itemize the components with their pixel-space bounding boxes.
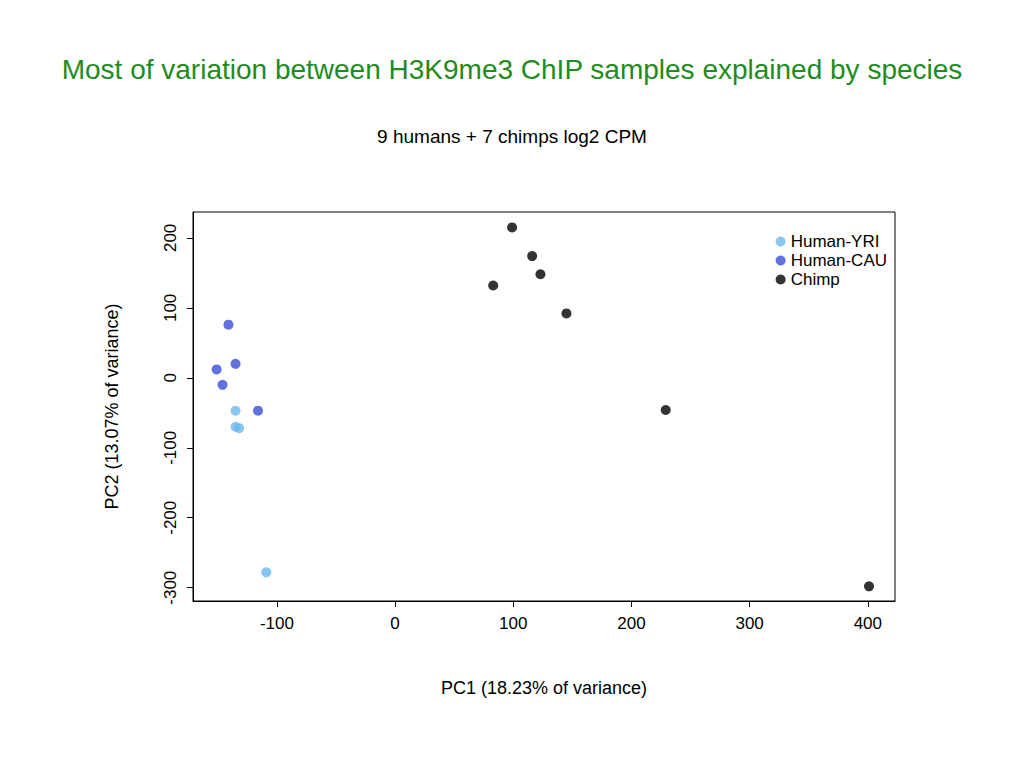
svg-text:100: 100 <box>499 614 527 633</box>
svg-text:PC1 (18.23% of variance): PC1 (18.23% of variance) <box>441 678 647 698</box>
svg-text:Chimp: Chimp <box>791 270 840 289</box>
svg-text:-100: -100 <box>161 431 180 465</box>
svg-text:Human-CAU: Human-CAU <box>791 251 887 270</box>
svg-text:200: 200 <box>617 614 645 633</box>
svg-text:-300: -300 <box>161 571 180 605</box>
svg-text:0: 0 <box>161 373 180 382</box>
svg-text:200: 200 <box>161 224 180 252</box>
svg-text:-200: -200 <box>161 501 180 535</box>
svg-text:Most of variation between H3K9: Most of variation between H3K9me3 ChIP s… <box>62 54 963 85</box>
svg-text:Human-YRI: Human-YRI <box>791 232 880 251</box>
svg-text:-100: -100 <box>260 614 294 633</box>
svg-text:400: 400 <box>854 614 882 633</box>
svg-text:100: 100 <box>161 294 180 322</box>
svg-text:300: 300 <box>735 614 763 633</box>
svg-text:PC2 (13.07% of variance): PC2 (13.07% of variance) <box>102 303 122 509</box>
svg-text:9 humans + 7 chimps log2 CPM: 9 humans + 7 chimps log2 CPM <box>377 126 647 147</box>
svg-text:0: 0 <box>390 614 399 633</box>
